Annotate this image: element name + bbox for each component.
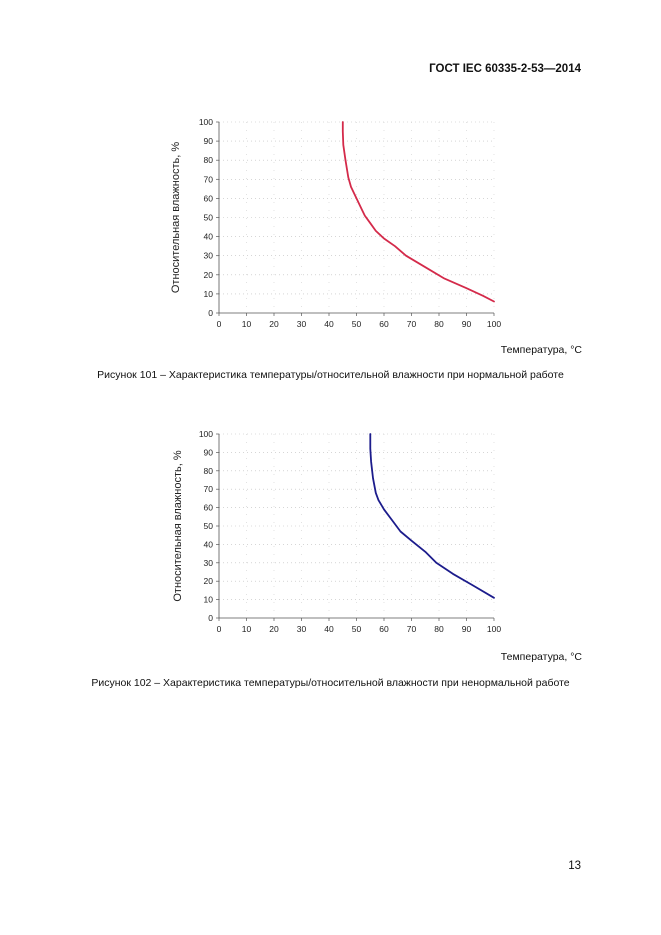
- chart-102-x-tick-label: 40: [324, 624, 334, 634]
- chart-101-y-tick-label: 70: [204, 174, 214, 184]
- chart-101-x-tick-label: 0: [217, 319, 222, 329]
- chart-102-x-tick-label: 100: [487, 624, 501, 634]
- chart-101-x-tick-label: 10: [242, 319, 252, 329]
- chart-102-svg: 0 10 20 30 40 50 60 70 80 90 100 0 10 20 30 40 50 60 70 80 9…: [172, 429, 501, 634]
- chart-101-x-tick-label: 100: [487, 319, 501, 329]
- chart-102-x-axis-label: Температура, °C: [500, 651, 582, 663]
- chart-102-y-tick-label: 100: [199, 429, 213, 439]
- chart-102-x-tick-label: 0: [217, 624, 222, 634]
- chart-102-y-tick-label: 0: [208, 613, 213, 623]
- chart-101-x-tick-label: 70: [407, 319, 417, 329]
- chart-102-x-tick-label: 80: [434, 624, 444, 634]
- chart-102-series-line: [369, 433, 495, 599]
- chart-102-x-tick-label: 70: [407, 624, 417, 634]
- chart-102-x-tick-label: 20: [269, 624, 279, 634]
- chart-102-y-axis-label: Относительная влажность, %: [172, 450, 184, 602]
- chart-101-svg: 0 10 20 30 40 50 60 70 80 90 100 0 10 20 30 40 50 60 70 80 9…: [170, 117, 501, 329]
- chart-101-y-tick-label: 80: [204, 155, 214, 165]
- chart-102-x-tick-label: 30: [297, 624, 307, 634]
- chart-101-x-tick-label: 60: [379, 319, 389, 329]
- chart-101-x-axis-label: Температура, °C: [500, 344, 582, 356]
- chart-101-y-tick-label: 90: [204, 136, 214, 146]
- chart-102-y-tick-label: 60: [204, 503, 214, 513]
- chart-102-y-tick-label: 90: [204, 447, 214, 457]
- chart-101-x-tick-label: 50: [352, 319, 362, 329]
- chart-101-x-tick-label: 20: [269, 319, 279, 329]
- chart-101-y-tick-label: 100: [199, 117, 213, 127]
- chart-101-x-tick-label: 40: [324, 319, 334, 329]
- chart-102-x-tick-label: 50: [352, 624, 362, 634]
- chart-102-y-tick-label: 40: [204, 539, 214, 549]
- chart-101-y-tick-label: 60: [204, 193, 214, 203]
- chart-101-caption: Рисунок 101 – Характеристика температуры…: [97, 369, 564, 381]
- page-number: 13: [568, 860, 581, 872]
- chart-102-caption: Рисунок 102 – Характеристика температуры…: [91, 677, 570, 689]
- chart-101-y-axis-label: Относительная влажность, %: [170, 142, 182, 294]
- chart-101-x-tick-label: 30: [297, 319, 307, 329]
- chart-102-x-tick-label: 60: [379, 624, 389, 634]
- chart-102-y-tick-label: 80: [204, 466, 214, 476]
- chart-101-y-tick-label: 30: [204, 251, 214, 261]
- chart-101-series-line: [341, 121, 495, 303]
- chart-102-y-tick-label: 10: [204, 595, 214, 605]
- chart-101-x-tick-label: 90: [462, 319, 472, 329]
- chart-101-y-tick-label: 20: [204, 270, 214, 280]
- chart-101-y-tick-label: 0: [208, 308, 213, 318]
- chart-101-x-tick-label: 80: [434, 319, 444, 329]
- page-header: ГОСТ IEC 60335-2-53—2014: [429, 63, 581, 75]
- chart-102-y-tick-label: 70: [204, 484, 214, 494]
- chart-102-y-tick-label: 50: [204, 521, 214, 531]
- chart-102-x-tick-label: 10: [242, 624, 252, 634]
- chart-102-x-tick-label: 90: [462, 624, 472, 634]
- chart-101-y-tick-label: 10: [204, 289, 214, 299]
- chart-101-y-tick-label: 40: [204, 232, 214, 242]
- chart-102-y-tick-label: 20: [204, 576, 214, 586]
- chart-102-y-tick-label: 30: [204, 558, 214, 568]
- chart-101-y-tick-label: 50: [204, 213, 214, 223]
